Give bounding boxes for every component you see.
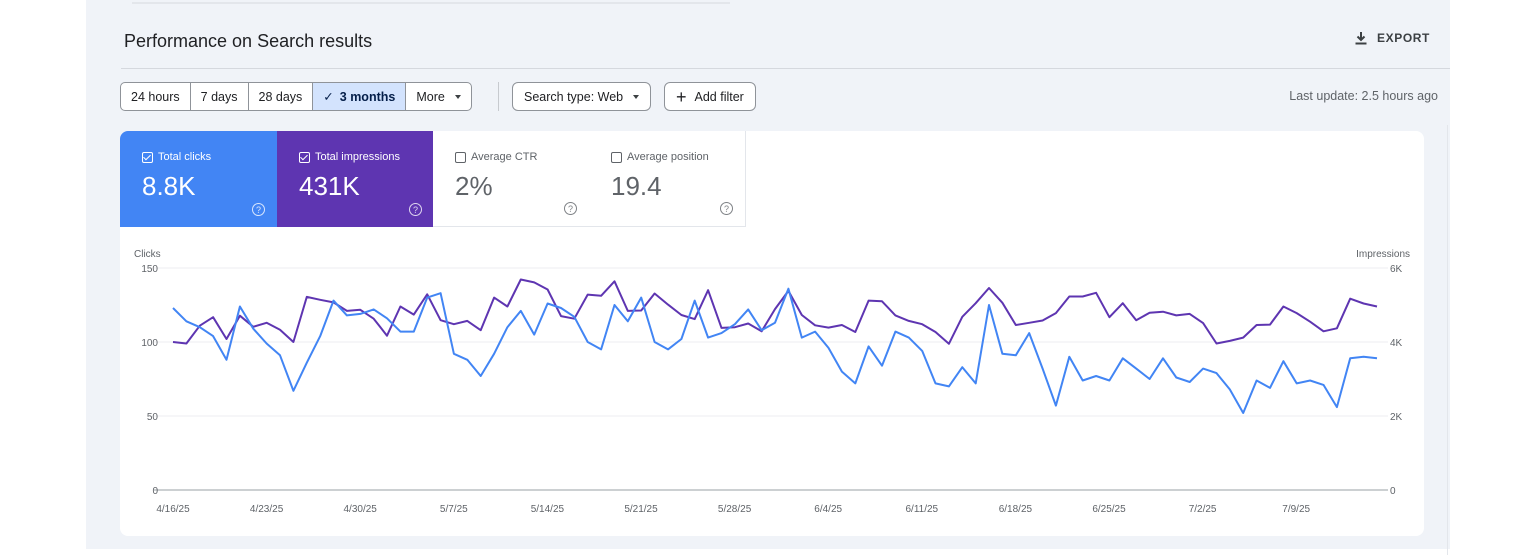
export-button[interactable]: EXPORT	[1354, 31, 1430, 45]
metric-total-impressions[interactable]: Total impressions 431K ?	[277, 131, 434, 227]
metric-total-clicks[interactable]: Total clicks 8.8K ?	[120, 131, 277, 227]
help-icon[interactable]: ?	[720, 202, 733, 215]
metric-label: Average CTR	[471, 151, 538, 163]
metric-average-position[interactable]: Average position 19.4 ?	[589, 131, 746, 227]
metric-value: 2%	[455, 171, 493, 201]
x-axis-tick-label: 4/23/25	[250, 504, 284, 515]
checkbox-unchecked-icon[interactable]	[455, 151, 466, 163]
checkbox-checked-icon[interactable]	[142, 151, 153, 163]
series-line-impressions	[172, 278, 1378, 345]
plus-icon: +	[676, 86, 687, 107]
series-line-clicks	[172, 287, 1378, 414]
add-filter-button[interactable]: + Add filter	[664, 82, 756, 111]
metric-label: Total impressions	[315, 151, 400, 163]
x-axis-tick-label: 6/25/25	[1092, 504, 1126, 515]
metric-value: 431K	[299, 171, 360, 201]
performance-panel: Performance on Search results EXPORT 24 …	[86, 0, 1450, 549]
performance-line-chart: 0 0 50 2K 100 4K 150 6K Clicks Impressions 4/16/25…	[134, 249, 1410, 515]
download-icon	[1355, 32, 1367, 45]
dropdown-arrow-icon	[454, 94, 461, 99]
range-24-hours-button[interactable]: 24 hours	[121, 83, 191, 110]
chart-card: Total clicks 8.8K ? Total impressions 43…	[120, 131, 1424, 536]
last-update-text: Last update: 2.5 hours ago	[1289, 89, 1438, 103]
right-axis-tick-label: 4K	[1390, 338, 1403, 349]
metric-label: Total clicks	[158, 151, 212, 163]
right-panel-edge	[1447, 125, 1448, 555]
range-label: 28 days	[258, 89, 303, 104]
x-axis-tick-label: 5/7/25	[440, 504, 468, 515]
x-axis-tick-label: 4/16/25	[156, 504, 190, 515]
range-28-days-button[interactable]: 28 days	[249, 83, 314, 110]
metric-value: 19.4	[611, 171, 662, 201]
range-more-button[interactable]: More	[406, 83, 470, 110]
right-axis-tick-label: 0	[1390, 486, 1396, 497]
page-title: Performance on Search results	[124, 31, 373, 51]
toolbar-separator	[498, 82, 499, 111]
left-axis-label: Clicks	[134, 249, 161, 260]
check-icon: ✓	[323, 90, 334, 104]
help-icon[interactable]: ?	[252, 203, 265, 216]
range-3-months-button[interactable]: ✓ 3 months	[313, 83, 407, 110]
date-range-selector: 24 hours 7 days 28 days ✓ 3 months More	[120, 82, 472, 111]
top-divider	[132, 2, 730, 4]
left-axis-tick-label: 100	[141, 338, 158, 349]
x-axis-tick-label: 5/28/25	[718, 504, 752, 515]
right-axis-tick-label: 2K	[1390, 412, 1403, 423]
range-label: 7 days	[200, 89, 238, 104]
checkbox-checked-icon[interactable]	[299, 151, 310, 163]
help-icon[interactable]: ?	[564, 202, 577, 215]
x-axis-tick-label: 7/9/25	[1282, 504, 1310, 515]
metric-label: Average position	[627, 151, 709, 163]
range-7-days-button[interactable]: 7 days	[191, 83, 249, 110]
x-axis-tick-label: 6/11/25	[905, 504, 938, 515]
left-axis-tick-label: 0	[152, 486, 158, 497]
left-axis-tick-label: 150	[141, 264, 158, 275]
header-divider	[121, 68, 1450, 69]
x-axis-tick-label: 7/2/25	[1189, 504, 1217, 515]
range-label: More	[416, 89, 445, 104]
export-label: EXPORT	[1377, 31, 1430, 45]
metric-value: 8.8K	[142, 171, 196, 201]
x-axis-tick-label: 4/30/25	[344, 504, 378, 515]
search-type-label: Search type: Web	[524, 89, 624, 104]
add-filter-label: Add filter	[694, 89, 744, 104]
x-axis-tick-label: 5/14/25	[531, 504, 565, 515]
range-label: 24 hours	[131, 89, 180, 104]
left-axis-tick-label: 50	[147, 412, 159, 423]
right-axis-label: Impressions	[1356, 249, 1410, 260]
range-label: 3 months	[339, 89, 396, 104]
dropdown-arrow-icon	[633, 94, 640, 99]
checkbox-unchecked-icon[interactable]	[611, 151, 622, 163]
x-axis-tick-label: 6/18/25	[999, 504, 1033, 515]
x-axis-tick-label: 6/4/25	[814, 504, 842, 515]
help-icon[interactable]: ?	[409, 203, 422, 216]
search-type-dropdown[interactable]: Search type: Web	[512, 82, 652, 111]
x-axis-tick-label: 5/21/25	[624, 504, 658, 515]
right-axis-tick-label: 6K	[1390, 264, 1403, 275]
